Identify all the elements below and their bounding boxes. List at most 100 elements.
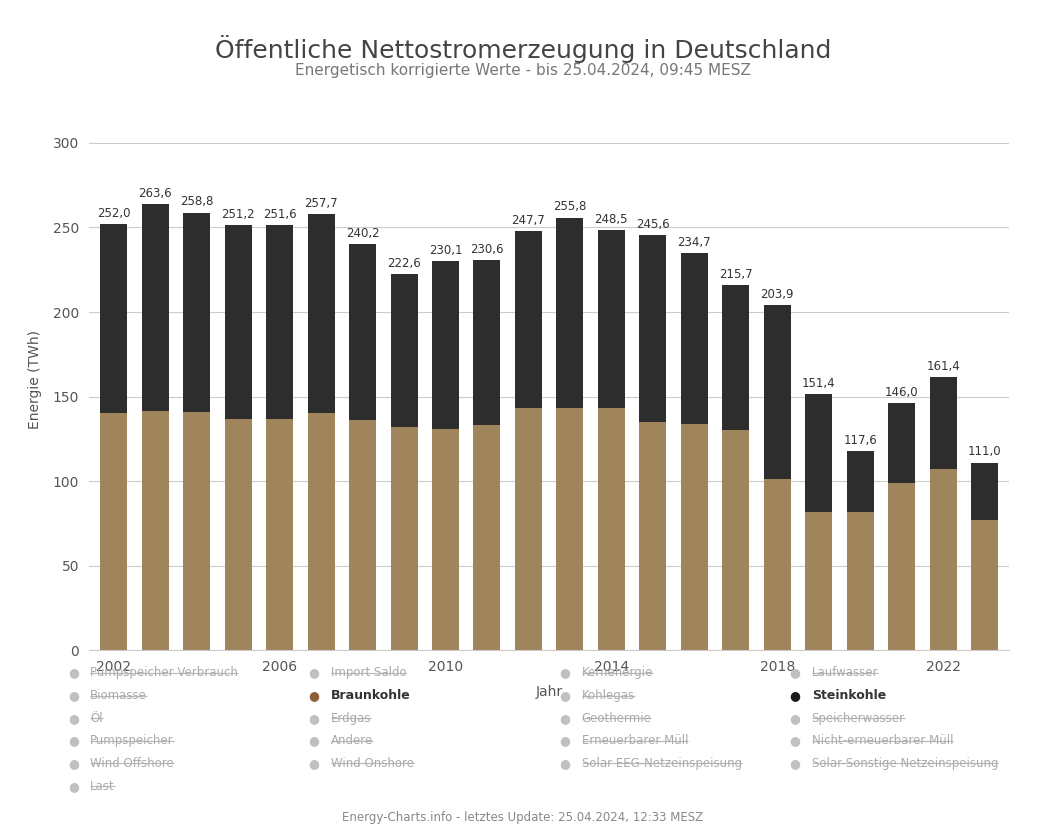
Text: Energetisch korrigierte Werte - bis 25.04.2024, 09:45 MESZ: Energetisch korrigierte Werte - bis 25.0… <box>295 63 751 78</box>
Text: ●: ● <box>309 711 319 725</box>
Text: ●: ● <box>68 734 78 748</box>
Bar <box>142 205 168 411</box>
Text: 117,6: 117,6 <box>843 434 877 447</box>
Text: ●: ● <box>309 734 319 748</box>
Text: ●: ● <box>68 711 78 725</box>
Bar <box>225 226 252 420</box>
Bar <box>556 217 584 409</box>
Bar <box>639 235 666 422</box>
Text: 257,7: 257,7 <box>304 197 338 211</box>
Bar <box>598 230 624 409</box>
Text: ●: ● <box>790 734 800 748</box>
Text: ●: ● <box>309 689 319 702</box>
Bar <box>100 413 128 650</box>
Text: ●: ● <box>790 689 800 702</box>
Text: ●: ● <box>309 757 319 770</box>
Bar <box>142 411 168 650</box>
Bar <box>722 430 749 650</box>
Text: Kernenergie: Kernenergie <box>582 666 653 680</box>
Bar <box>681 253 708 424</box>
Bar <box>390 427 417 650</box>
Text: ●: ● <box>309 666 319 680</box>
Text: ●: ● <box>560 711 570 725</box>
Bar <box>598 409 624 650</box>
Bar <box>888 404 915 482</box>
Text: Öl: Öl <box>90 711 103 725</box>
X-axis label: Jahr: Jahr <box>536 685 563 699</box>
Text: Speicherwasser: Speicherwasser <box>812 711 905 725</box>
Bar <box>308 414 335 650</box>
Text: 203,9: 203,9 <box>760 288 794 301</box>
Bar <box>888 482 915 650</box>
Text: 151,4: 151,4 <box>802 377 836 390</box>
Text: ●: ● <box>68 666 78 680</box>
Bar <box>971 520 998 650</box>
Text: 251,6: 251,6 <box>263 207 296 221</box>
Bar <box>846 451 873 512</box>
Bar <box>308 215 335 414</box>
Bar <box>681 424 708 650</box>
Text: Import Saldo: Import Saldo <box>331 666 406 680</box>
Text: 161,4: 161,4 <box>926 360 960 373</box>
Text: 230,6: 230,6 <box>471 243 504 256</box>
Bar <box>930 378 956 469</box>
Bar <box>722 285 749 430</box>
Text: Wind Onshore: Wind Onshore <box>331 757 413 770</box>
Bar <box>266 419 293 650</box>
Text: ●: ● <box>790 666 800 680</box>
Text: ●: ● <box>68 689 78 702</box>
Bar <box>805 512 833 650</box>
Text: Energy-Charts.info - letztes Update: 25.04.2024, 12:33 MESZ: Energy-Charts.info - letztes Update: 25.… <box>342 811 704 824</box>
Text: Pumpspeicher: Pumpspeicher <box>90 734 174 748</box>
Text: Öffentliche Nettostromerzeugung in Deutschland: Öffentliche Nettostromerzeugung in Deuts… <box>214 35 832 63</box>
Text: 245,6: 245,6 <box>636 217 669 231</box>
Text: 263,6: 263,6 <box>138 187 172 201</box>
Text: ●: ● <box>68 779 78 793</box>
Bar <box>183 212 210 412</box>
Text: 251,2: 251,2 <box>222 208 255 221</box>
Bar <box>639 422 666 650</box>
Text: 111,0: 111,0 <box>968 446 1001 458</box>
Bar <box>930 469 956 650</box>
Text: ●: ● <box>560 734 570 748</box>
Text: ●: ● <box>68 757 78 770</box>
Text: Geothermie: Geothermie <box>582 711 652 725</box>
Bar <box>390 274 417 427</box>
Text: Last: Last <box>90 779 115 793</box>
Text: ●: ● <box>560 689 570 702</box>
Bar <box>432 429 459 650</box>
Text: Steinkohle: Steinkohle <box>812 689 886 702</box>
Text: Pumpspeicher Verbrauch: Pumpspeicher Verbrauch <box>90 666 237 680</box>
Bar <box>515 232 542 409</box>
Text: 248,5: 248,5 <box>594 213 628 226</box>
Text: Braunkohle: Braunkohle <box>331 689 410 702</box>
Text: Wind Offshore: Wind Offshore <box>90 757 174 770</box>
Text: 258,8: 258,8 <box>180 195 213 208</box>
Text: 240,2: 240,2 <box>346 227 380 240</box>
Bar <box>515 409 542 650</box>
Bar <box>764 478 791 650</box>
Text: 234,7: 234,7 <box>678 236 711 249</box>
Text: Biomasse: Biomasse <box>90 689 146 702</box>
Text: 247,7: 247,7 <box>511 214 545 227</box>
Text: ●: ● <box>790 711 800 725</box>
Text: ●: ● <box>790 757 800 770</box>
Bar <box>432 261 459 429</box>
Y-axis label: Energie (TWh): Energie (TWh) <box>27 331 42 429</box>
Text: 230,1: 230,1 <box>429 244 462 257</box>
Bar <box>764 305 791 478</box>
Bar <box>556 409 584 650</box>
Text: 146,0: 146,0 <box>885 386 918 399</box>
Text: Solar EEG-Netzeinspeisung: Solar EEG-Netzeinspeisung <box>582 757 742 770</box>
Text: Erneuerbarer Müll: Erneuerbarer Müll <box>582 734 688 748</box>
Bar <box>225 420 252 650</box>
Text: 252,0: 252,0 <box>97 207 131 220</box>
Text: Kohlegas: Kohlegas <box>582 689 635 702</box>
Bar <box>183 412 210 650</box>
Text: 222,6: 222,6 <box>387 257 420 269</box>
Text: 215,7: 215,7 <box>719 268 752 281</box>
Bar <box>349 420 377 650</box>
Bar <box>474 260 500 425</box>
Text: Andere: Andere <box>331 734 372 748</box>
Text: Laufwasser: Laufwasser <box>812 666 879 680</box>
